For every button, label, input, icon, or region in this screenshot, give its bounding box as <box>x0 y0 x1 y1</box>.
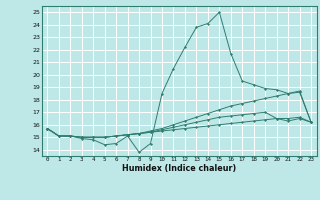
X-axis label: Humidex (Indice chaleur): Humidex (Indice chaleur) <box>122 164 236 173</box>
